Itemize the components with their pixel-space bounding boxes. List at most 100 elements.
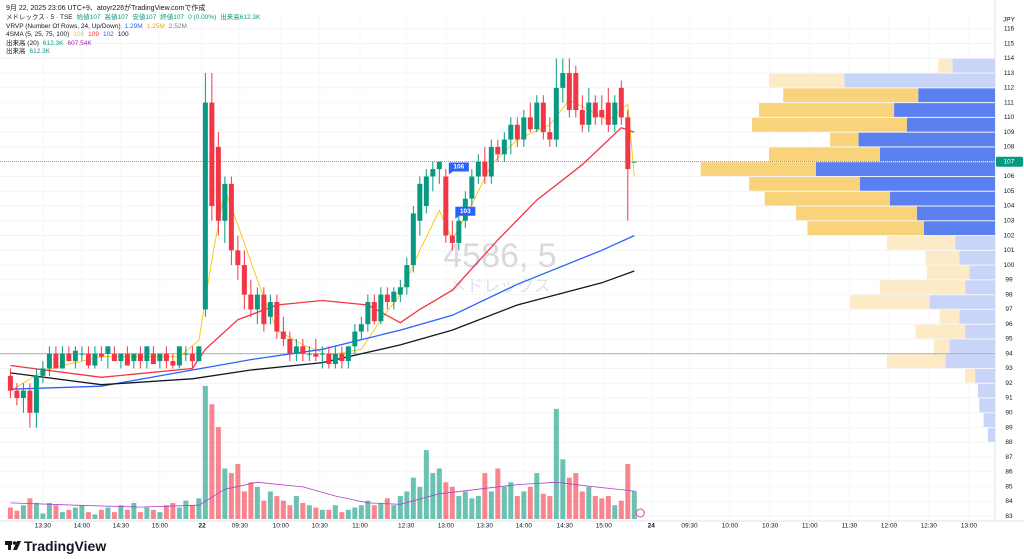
- candle-body: [579, 110, 585, 125]
- x-tick-label: 13:30: [35, 523, 52, 530]
- profile-down: [929, 295, 995, 309]
- volume-bar: [391, 505, 397, 519]
- volume-bar: [599, 498, 605, 519]
- volume-bar: [339, 512, 345, 519]
- profile-up: [915, 324, 966, 339]
- flag-box: [455, 206, 476, 219]
- profile-down: [945, 354, 995, 368]
- profile-down: [979, 398, 995, 413]
- volume-bar: [137, 512, 143, 519]
- volume-bar: [332, 505, 338, 519]
- profile-up: [764, 191, 890, 206]
- legend-row: メドレックス · 5 · TSE 始値107 高値107 安値107 終値107 0 (0…: [6, 14, 264, 23]
- profile-down: [955, 236, 995, 250]
- x-tick-label: 11:00: [352, 523, 368, 530]
- profile-down: [987, 428, 995, 442]
- profile-up: [830, 132, 859, 147]
- y-tick-label: 96: [1005, 321, 1013, 328]
- profile-up: [783, 88, 919, 103]
- legend-value: 612.3K: [29, 48, 51, 55]
- candle-body: [514, 124, 520, 140]
- volume-bar: [514, 496, 520, 519]
- candle-body: [189, 353, 195, 362]
- candle-body: [378, 294, 384, 322]
- x-tick-label: 24: [648, 523, 656, 530]
- candle-body: [475, 161, 481, 177]
- candle-body: [313, 353, 319, 357]
- legend-row: 出来高 (20) 612.3K 607.54K: [6, 40, 264, 49]
- candle-body: [7, 375, 13, 391]
- profile-up: [933, 339, 950, 354]
- profile-up: [751, 117, 907, 132]
- volume-bar: [566, 477, 572, 519]
- y-tick-label: 102: [1004, 232, 1015, 239]
- volume-bar: [157, 512, 163, 519]
- candle-body: [92, 353, 98, 366]
- candle-body: [443, 176, 449, 236]
- logo: [5, 541, 21, 550]
- x-tick-label: 12:30: [398, 523, 415, 530]
- flag-label: 103: [460, 208, 471, 215]
- y-tick-label: 116: [1004, 25, 1015, 32]
- volume-bar: [521, 491, 527, 519]
- legend-value: 安値107: [132, 14, 157, 21]
- watermark: 4586, 5: [443, 237, 556, 275]
- currency: JPY: [1003, 17, 1016, 24]
- y-tick-label: 89: [1005, 424, 1013, 431]
- volume-bar: [280, 500, 286, 519]
- volume-bar: [495, 468, 501, 519]
- volume-bar: [501, 486, 507, 519]
- candle-body: [131, 353, 137, 362]
- volume-bar: [228, 473, 234, 519]
- x-tick-label: 22: [199, 523, 207, 530]
- legend-name: メドレックス · 5 · TSE: [6, 14, 73, 21]
- profile-up: [886, 236, 956, 250]
- profile-up: [700, 162, 816, 176]
- volume-bar: [118, 505, 124, 519]
- candle-body: [72, 350, 78, 362]
- candle-body: [261, 294, 267, 325]
- x-tick-label: 10:00: [273, 523, 290, 530]
- candle-body: [456, 220, 462, 243]
- y-tick-label: 100: [1004, 262, 1015, 269]
- volume-bar: [53, 505, 59, 519]
- candle-body: [293, 346, 299, 354]
- legend-value: 終値107: [160, 14, 185, 21]
- volume-bar: [319, 509, 325, 519]
- x-tick-label: 13:30: [477, 523, 494, 530]
- volume-bar: [92, 514, 98, 519]
- y-tick-label: 104: [1004, 203, 1015, 210]
- candle-body: [547, 132, 553, 140]
- legend-row: VRVP (Number Of Rows, 24, Up/Down) 1.29M 1…: [6, 23, 264, 32]
- candle-body: [339, 353, 345, 362]
- volume-bar: [248, 482, 254, 519]
- profile-up: [886, 354, 946, 368]
- volume-bar: [449, 486, 455, 519]
- candle-body: [384, 294, 390, 303]
- candle-body: [46, 353, 52, 369]
- legend-value: 0 (0.00%): [188, 14, 217, 21]
- volume-bar: [40, 513, 46, 519]
- profile-down: [959, 250, 995, 265]
- flag-label: 106: [453, 164, 464, 171]
- volume-bar: [274, 496, 280, 519]
- y-tick-label: 86: [1005, 469, 1013, 476]
- profile-up: [807, 221, 924, 236]
- candle-body: [124, 353, 130, 366]
- volume-bar: [508, 482, 514, 519]
- x-tick-label: 11:30: [842, 523, 858, 530]
- volume-bar: [293, 496, 299, 519]
- candle-body: [163, 353, 169, 362]
- x-tick-label: 12:00: [881, 523, 898, 530]
- candle-body: [105, 346, 111, 354]
- volume-bar: [397, 496, 403, 519]
- volume-bar: [631, 490, 637, 519]
- legend: メドレックス · 5 · TSE 始値107 高値107 安値107 終値107 0 (0…: [6, 14, 264, 57]
- candle-body: [560, 73, 566, 88]
- volume-bar: [618, 500, 624, 519]
- volume-bar: [183, 500, 189, 519]
- candle-body: [358, 324, 364, 332]
- candle-body: [534, 102, 540, 130]
- legend-row: 出来高 612.3K: [6, 48, 264, 57]
